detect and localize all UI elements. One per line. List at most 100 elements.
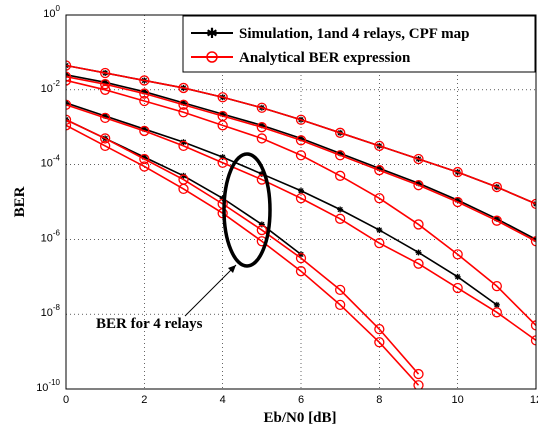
y-tick-label: 100: [43, 4, 60, 20]
analytical-series-5-point: [335, 299, 346, 311]
analytical-series-4-point: [413, 368, 424, 380]
analytical-series-3-point: [100, 84, 111, 95]
simulation-series-2-point: [298, 187, 304, 194]
analytical-series-1-point: [295, 135, 307, 146]
simulation-series-2-point: [337, 206, 344, 213]
analytical-series-5-point: [178, 183, 189, 195]
analytical-series-2-point: [66, 99, 72, 110]
analytical-series-1-point: [66, 71, 72, 82]
x-tick-label: 0: [63, 394, 69, 406]
legend-label-analytical: Analytical BER expression: [239, 50, 411, 66]
x-axis-label: Eb/N0 [dB]: [264, 410, 337, 426]
analytical-series-1-point: [256, 122, 267, 133]
analytical-series-1-point: [178, 99, 189, 110]
analytical-series-0-point: [335, 127, 346, 138]
analytical-series-1-line: [66, 75, 536, 242]
simulation-series-2-line: [66, 102, 498, 306]
annotation-arrowhead: [228, 265, 236, 273]
analytical-series-0-point: [530, 198, 536, 210]
legend-marker-analytical: [206, 51, 218, 63]
simulation-series-2-point: [376, 227, 383, 234]
analytical-series-1-point: [413, 180, 424, 191]
analytical-series-3-point: [530, 320, 536, 331]
legend-box: [182, 15, 536, 73]
analytical-series-1-point: [452, 196, 463, 208]
analytical-series-2-line: [66, 104, 536, 342]
analytical-series-0-point: [217, 92, 228, 103]
analytical-series-5-line: [66, 124, 420, 386]
analytical-series-1-point: [139, 88, 150, 99]
analytical-series-0-point: [256, 102, 267, 113]
analytical-series-2-point: [217, 157, 228, 168]
simulation-series-2-point: [454, 273, 461, 280]
analytical-series-2-point: [374, 237, 385, 249]
analytical-series-1-point: [335, 150, 346, 161]
x-tick-label: 6: [298, 394, 304, 406]
analytical-series-0-point: [178, 82, 189, 94]
analytical-series-0-point: [413, 153, 424, 165]
analytical-series-1-point: [374, 165, 385, 176]
analytical-series-4-point: [256, 224, 267, 236]
analytical-series-0-point: [139, 75, 150, 86]
analytical-series-0-point: [66, 60, 72, 71]
analytical-series-3-point: [139, 95, 150, 107]
x-tick-label: 12: [530, 394, 538, 406]
analytical-series-5-point: [139, 161, 150, 172]
analytical-series-4-point: [295, 252, 307, 264]
analytical-series-3-point: [374, 193, 385, 204]
tick-labels: 0 2 4 6 8 10 12 10-10 10-8 10-6 10-4 10-2 100: [36, 4, 538, 406]
analytical-series-4-point: [335, 284, 346, 296]
analytical-series-5-point: [100, 140, 111, 152]
y-tick-label: 10-8: [41, 303, 61, 319]
legend: ✱ Simulation, 1and 4 relays, CPF map Ana…: [182, 15, 536, 73]
annotation-ellipse: [222, 152, 272, 268]
analytical-series-4-line: [66, 118, 420, 375]
analytical-series-2-point: [335, 213, 346, 224]
y-tick-label: 10-4: [41, 154, 61, 170]
analytical-series-4-point: [374, 324, 385, 335]
analytical-series-4-point: [66, 114, 72, 125]
analytical-series-5-point: [413, 380, 424, 389]
simulation-series-2-point: [415, 249, 422, 256]
analytical-series-3-point: [413, 219, 424, 230]
x-tick-label: 4: [220, 394, 226, 406]
y-tick-label: 10-2: [41, 79, 61, 95]
analytical-series-3-point: [295, 150, 307, 161]
analytical-series-4-point: [139, 153, 150, 165]
analytical-series-3-point: [491, 280, 502, 292]
analytical-series-0-point: [295, 114, 307, 125]
analytical-series-3-point: [178, 107, 189, 118]
analytical-series-2-point: [530, 335, 536, 346]
analytical-series-3-line: [66, 79, 536, 326]
analytical-series-0-point: [491, 181, 502, 193]
analytical-series-3-point: [66, 75, 72, 86]
series-group: [66, 60, 536, 389]
annotation-arrow: [184, 264, 237, 317]
y-axis-label: BER: [12, 186, 28, 217]
analytical-series-1-point: [491, 215, 502, 226]
y-tick-label: 10-10: [36, 378, 60, 394]
analytical-series-0-point: [452, 166, 463, 178]
analytical-series-2-point: [178, 140, 189, 152]
x-tick-label: 8: [376, 394, 382, 406]
analytical-series-3-point: [217, 120, 228, 131]
analytical-series-2-point: [295, 193, 307, 204]
analytical-series-0-line: [66, 64, 536, 205]
analytical-series-5-point: [374, 337, 385, 348]
analytical-series-2-point: [413, 258, 424, 269]
analytical-series-2-point: [452, 282, 463, 294]
plot-frame: [65, 14, 537, 390]
simulation-series-2-point: [66, 99, 69, 106]
analytical-series-1-point: [530, 236, 536, 247]
analytical-series-4-point: [100, 133, 111, 144]
legend-label-simulation: Simulation, 1and 4 relays, CPF map: [239, 26, 469, 42]
simulation-series-2-point: [493, 301, 500, 308]
analytical-series-5-point: [66, 120, 72, 131]
analytical-series-2-point: [139, 125, 150, 137]
y-tick-label: 10-6: [41, 228, 61, 244]
analytical-series-1-point: [100, 79, 111, 90]
x-tick-label: 10: [452, 394, 464, 406]
analytical-series-3-point: [335, 170, 346, 181]
legend-marker-simulation: ✱: [206, 25, 218, 41]
